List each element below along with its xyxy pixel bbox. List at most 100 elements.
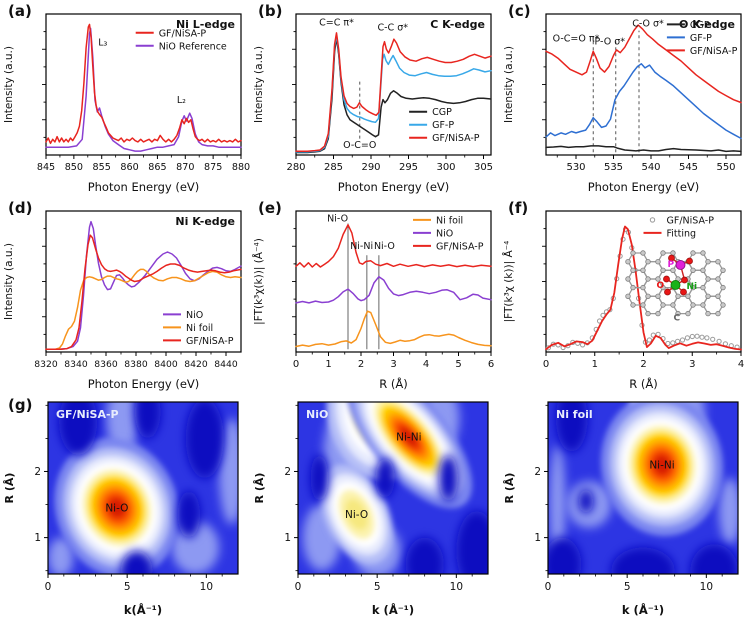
panel-d: (d) 8320 8340 8360 8380 8400 8420 8440 Photon E…: [0, 197, 250, 394]
svg-text:5: 5: [124, 581, 131, 593]
svg-text:|FT(k³χ (k))| Å⁻⁴: |FT(k³χ (k))| Å⁻⁴: [502, 241, 515, 323]
svg-text:CGP: CGP: [432, 107, 452, 118]
svg-text:GF-P: GF-P: [432, 120, 454, 131]
chart-d-ni-k-edge: 8320 8340 8360 8380 8400 8420 8440 Photon Energ…: [3, 210, 242, 391]
svg-text:0: 0: [293, 359, 299, 370]
svg-text:545: 545: [679, 162, 698, 173]
panel-label-a: (a): [8, 2, 32, 20]
panel-label-c: (c): [508, 2, 531, 20]
panel-label-f: (f): [508, 199, 529, 217]
panel-label-b: (b): [258, 2, 283, 20]
svg-text:P: P: [668, 260, 675, 270]
svg-text:O: O: [657, 281, 665, 291]
svg-text:4: 4: [738, 359, 744, 370]
svg-text:2: 2: [34, 466, 41, 478]
svg-text:NiO Reference: NiO Reference: [159, 41, 227, 52]
svg-text:850: 850: [65, 162, 83, 173]
chart-g2-wavelet-nio: Ni-O Ni-Ni NiO 0 5 10 1 2 k (Å⁻¹) R (Å): [253, 401, 489, 617]
panel-g2: Ni-O Ni-Ni NiO 0 5 10 1 2 k (Å⁻¹) R (Å): [250, 394, 500, 620]
svg-text:Ni-Ni: Ni-Ni: [396, 432, 421, 444]
svg-text:535: 535: [604, 162, 623, 173]
svg-text:NiO: NiO: [306, 408, 328, 421]
svg-text:Ni foil: Ni foil: [186, 323, 213, 334]
chart-f-fitting: 0 1 2 3 4 R (Å) |FT(k³χ (k))| Å⁻⁴ GF/NiSA-P Fitt…: [502, 210, 744, 391]
svg-text:R (Å): R (Å): [503, 473, 516, 504]
svg-text:1: 1: [34, 532, 41, 544]
svg-text:540: 540: [641, 162, 660, 173]
svg-text:GF/NiSA-P: GF/NiSA-P: [432, 133, 480, 144]
svg-text:C-C σ*: C-C σ*: [378, 22, 409, 33]
svg-text:k (Å⁻¹): k (Å⁻¹): [372, 602, 414, 617]
svg-text:280: 280: [286, 162, 305, 173]
svg-text:Ni K-edge: Ni K-edge: [175, 215, 235, 228]
chart-g3-wavelet-nifoil: Ni-Ni Ni foil 0 5 10 1 2 k (Å⁻¹) R (Å): [503, 401, 739, 617]
svg-text:Ni-Ni: Ni-Ni: [649, 459, 674, 471]
panel-f: (f) 0 1 2 3 4 R (Å) |FT(k³χ (k))| Å⁻⁴ GF/NiSA-P…: [500, 197, 750, 394]
svg-text:O-C=O: O-C=O: [343, 140, 376, 151]
svg-text:Photon Energy (eV): Photon Energy (eV): [88, 377, 200, 391]
svg-text:GF-P: GF-P: [690, 33, 712, 44]
svg-text:Ni-Ni: Ni-Ni: [350, 241, 373, 252]
chart-a-ni-l-edge: 845 850 855 860 865 870 875 880 Photon Energy (e…: [3, 13, 250, 194]
svg-text:0: 0: [545, 581, 552, 593]
svg-text:O-C=O π*: O-C=O π*: [553, 34, 600, 45]
svg-text:8340: 8340: [64, 359, 88, 370]
svg-text:4: 4: [423, 359, 429, 370]
svg-text:290: 290: [361, 162, 380, 173]
panel-b: (b) 280 285 290 295 300 305 Photon Energy (eV)…: [250, 0, 500, 197]
svg-text:GF/NiSA-P: GF/NiSA-P: [667, 215, 715, 226]
svg-text:R (Å): R (Å): [253, 473, 266, 504]
svg-text:L₂: L₂: [177, 95, 186, 106]
svg-text:L₃: L₃: [98, 37, 107, 48]
svg-text:NiO: NiO: [436, 228, 453, 239]
svg-text:Intensity (a.u.): Intensity (a.u.): [3, 243, 15, 320]
svg-text:870: 870: [176, 162, 194, 173]
chart-g1-wavelet-gfnisap: Ni-O GF/NiSA-P 0 5 10 1 2 k(Å⁻¹) R (Å): [3, 401, 239, 617]
svg-text:O K-edge: O K-edge: [679, 18, 735, 31]
svg-text:GF/NiSA-P: GF/NiSA-P: [690, 46, 738, 57]
svg-text:Photon Energy (eV): Photon Energy (eV): [88, 180, 200, 194]
svg-text:860: 860: [120, 162, 138, 173]
svg-text:|FT(k³χ(k))| (Å⁻⁴): |FT(k³χ(k))| (Å⁻⁴): [252, 238, 265, 325]
svg-text:GF/NiSA-P: GF/NiSA-P: [56, 408, 119, 421]
panel-label-e: (e): [258, 199, 282, 217]
svg-text:C-O σ*: C-O σ*: [632, 18, 664, 29]
svg-text:2: 2: [284, 466, 291, 478]
svg-text:GF/NiSA-P: GF/NiSA-P: [436, 241, 484, 252]
svg-text:C K-edge: C K-edge: [430, 18, 485, 31]
svg-text:8440: 8440: [214, 359, 238, 370]
svg-text:Photon Energy (eV): Photon Energy (eV): [588, 180, 700, 194]
svg-text:8320: 8320: [34, 359, 58, 370]
chart-e-ft-exafs: 0 1 2 3 4 5 6R (Å)|FT(k³χ(k))| (Å⁻⁴)Ni-ONi-Ni N…: [252, 210, 494, 391]
panel-c: (c) 530 535 540 545 550 Photon Energy (eV) Int…: [500, 0, 750, 197]
svg-text:0: 0: [295, 581, 302, 593]
svg-text:Photon Energy (eV): Photon Energy (eV): [338, 180, 450, 194]
svg-text:300: 300: [436, 162, 455, 173]
svg-text:Ni foil: Ni foil: [436, 215, 463, 226]
svg-text:Intensity (a.u.): Intensity (a.u.): [253, 46, 265, 123]
svg-text:R (Å): R (Å): [3, 473, 16, 504]
svg-text:Ni L-edge: Ni L-edge: [176, 18, 235, 31]
svg-text:R (Å): R (Å): [379, 376, 408, 391]
svg-text:845: 845: [37, 162, 55, 173]
svg-text:8420: 8420: [184, 359, 208, 370]
svg-text:NiO: NiO: [186, 310, 203, 321]
panel-a: (a) 845 850 855 860 865 870 875 880 Photon Energ…: [0, 0, 250, 197]
svg-text:C: C: [674, 313, 681, 323]
svg-text:Ni-O: Ni-O: [345, 509, 368, 521]
svg-text:Ni-O: Ni-O: [374, 241, 395, 252]
chart-b-c-k-edge: 280 285 290 295 300 305 Photon Energy (eV) Inte…: [253, 13, 493, 194]
svg-text:P-O σ*: P-O σ*: [595, 36, 626, 47]
svg-text:Intensity (a.u.): Intensity (a.u.): [503, 46, 515, 123]
panel-g1: (g) Ni-O GF/NiSA-P 0 5 10 1 2 k(Å⁻¹) R (Å): [0, 394, 250, 620]
svg-text:CGP: CGP: [690, 20, 710, 31]
svg-text:Fitting: Fitting: [667, 228, 697, 239]
svg-text:550: 550: [716, 162, 735, 173]
svg-text:C=C π*: C=C π*: [319, 17, 354, 28]
svg-text:10: 10: [200, 581, 213, 593]
panel-label-d: (d): [8, 199, 33, 217]
panel-label-g: (g): [8, 396, 33, 414]
svg-text:1: 1: [284, 532, 291, 544]
svg-text:5: 5: [624, 581, 631, 593]
